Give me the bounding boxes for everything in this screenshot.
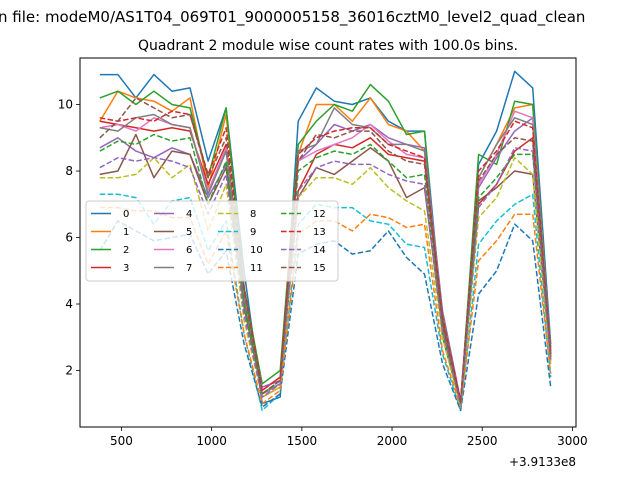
y-tick-label: 10: [58, 98, 73, 112]
series-line-2: [99, 83, 552, 405]
axes-frame: [79, 57, 577, 428]
x-axis-offset-label: +3.9133e8: [509, 455, 576, 469]
x-tick-label: 1000: [196, 434, 227, 448]
legend-label-8: 8: [250, 209, 256, 220]
x-axis: 500 1000 1500 2000 2500 3000: [110, 427, 588, 448]
x-tick-label: 1500: [287, 434, 318, 448]
y-tick-label: 6: [65, 231, 73, 245]
x-tick-label: 2000: [377, 434, 408, 448]
legend-label-10: 10: [250, 245, 263, 256]
legend-label-14: 14: [313, 245, 326, 256]
y-tick-label: 8: [65, 164, 73, 178]
legend-label-2: 2: [123, 245, 129, 256]
legend-label-4: 4: [186, 209, 192, 220]
x-tick-label: 2500: [467, 434, 498, 448]
legend-label-5: 5: [186, 227, 192, 238]
legend-label-1: 1: [123, 227, 129, 238]
series-line-9: [99, 193, 552, 412]
y-tick-label: 2: [65, 363, 73, 377]
y-axis: 2 4 6 8 10: [58, 98, 80, 377]
legend-label-15: 15: [313, 263, 326, 274]
legend-label-11: 11: [250, 263, 263, 274]
legend-label-13: 13: [313, 227, 326, 238]
legend-label-3: 3: [123, 263, 129, 274]
legend-label-7: 7: [186, 263, 192, 274]
legend-box: [85, 200, 339, 282]
chart-title: Quadrant 2 module wise count rates with …: [138, 38, 518, 54]
legend-label-12: 12: [313, 209, 326, 220]
x-tick-label: 500: [110, 434, 133, 448]
legend-label-6: 6: [186, 245, 192, 256]
legend-label-9: 9: [250, 227, 256, 238]
series-line-11: [99, 206, 552, 408]
series-line-8: [99, 156, 552, 408]
figure-suptitle: n file: modeM0/AS1T04_069T01_9000005158_…: [0, 8, 585, 27]
series-line-15: [99, 97, 552, 405]
legend-label-0: 0: [123, 209, 129, 220]
series-line-12: [99, 133, 552, 405]
x-tick-label: 3000: [557, 434, 588, 448]
y-tick-label: 4: [65, 297, 73, 311]
